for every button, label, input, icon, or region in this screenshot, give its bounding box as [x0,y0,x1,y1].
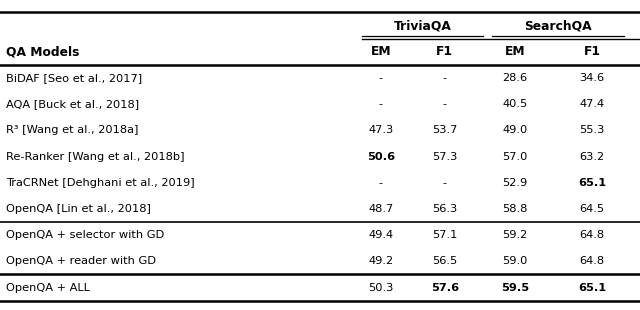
Text: F1: F1 [436,45,453,58]
Text: -: - [443,99,447,109]
Text: 56.5: 56.5 [432,256,458,266]
Text: AQA [Buck et al., 2018]: AQA [Buck et al., 2018] [6,99,140,109]
Text: -: - [379,178,383,188]
Text: 55.3: 55.3 [579,125,605,135]
Text: 57.1: 57.1 [432,230,458,240]
Text: BiDAF [Seo et al., 2017]: BiDAF [Seo et al., 2017] [6,73,143,83]
Text: 64.8: 64.8 [579,256,605,266]
Text: EM: EM [371,45,391,58]
Text: 34.6: 34.6 [579,73,605,83]
Text: 65.1: 65.1 [578,283,606,293]
Text: EM: EM [505,45,525,58]
Text: -: - [379,73,383,83]
Text: Re-Ranker [Wang et al., 2018b]: Re-Ranker [Wang et al., 2018b] [6,152,185,162]
Text: OpenQA + selector with GD: OpenQA + selector with GD [6,230,164,240]
Text: 47.3: 47.3 [368,125,394,135]
Text: 59.2: 59.2 [502,230,528,240]
Text: 59.0: 59.0 [502,256,528,266]
Text: 57.6: 57.6 [431,283,459,293]
Text: 40.5: 40.5 [502,99,528,109]
Text: 50.6: 50.6 [367,152,395,162]
Text: 48.7: 48.7 [368,204,394,214]
Text: 28.6: 28.6 [502,73,528,83]
Text: R³ [Wang et al., 2018a]: R³ [Wang et al., 2018a] [6,125,139,135]
Text: OpenQA [Lin et al., 2018]: OpenQA [Lin et al., 2018] [6,204,151,214]
Text: 50.3: 50.3 [368,283,394,293]
Text: 49.4: 49.4 [368,230,394,240]
Text: 64.5: 64.5 [579,204,605,214]
Text: QA Models: QA Models [6,45,80,58]
Text: 57.0: 57.0 [502,152,528,162]
Text: 52.9: 52.9 [502,178,528,188]
Text: -: - [443,178,447,188]
Text: 63.2: 63.2 [579,152,605,162]
Text: F1: F1 [584,45,600,58]
Text: 49.0: 49.0 [502,125,528,135]
Text: 58.8: 58.8 [502,204,528,214]
Text: 47.4: 47.4 [579,99,605,109]
Text: OpenQA + reader with GD: OpenQA + reader with GD [6,256,156,266]
Text: 49.2: 49.2 [368,256,394,266]
Text: 65.1: 65.1 [578,178,606,188]
Text: 53.7: 53.7 [432,125,458,135]
Text: 57.3: 57.3 [432,152,458,162]
Text: -: - [379,99,383,109]
Text: 56.3: 56.3 [432,204,458,214]
Text: TriviaQA: TriviaQA [394,19,451,32]
Text: -: - [443,73,447,83]
Text: OpenQA + ALL: OpenQA + ALL [6,283,90,293]
Text: 59.5: 59.5 [501,283,529,293]
Text: SearchQA: SearchQA [524,19,591,32]
Text: TraCRNet [Dehghani et al., 2019]: TraCRNet [Dehghani et al., 2019] [6,178,195,188]
Text: 64.8: 64.8 [579,230,605,240]
